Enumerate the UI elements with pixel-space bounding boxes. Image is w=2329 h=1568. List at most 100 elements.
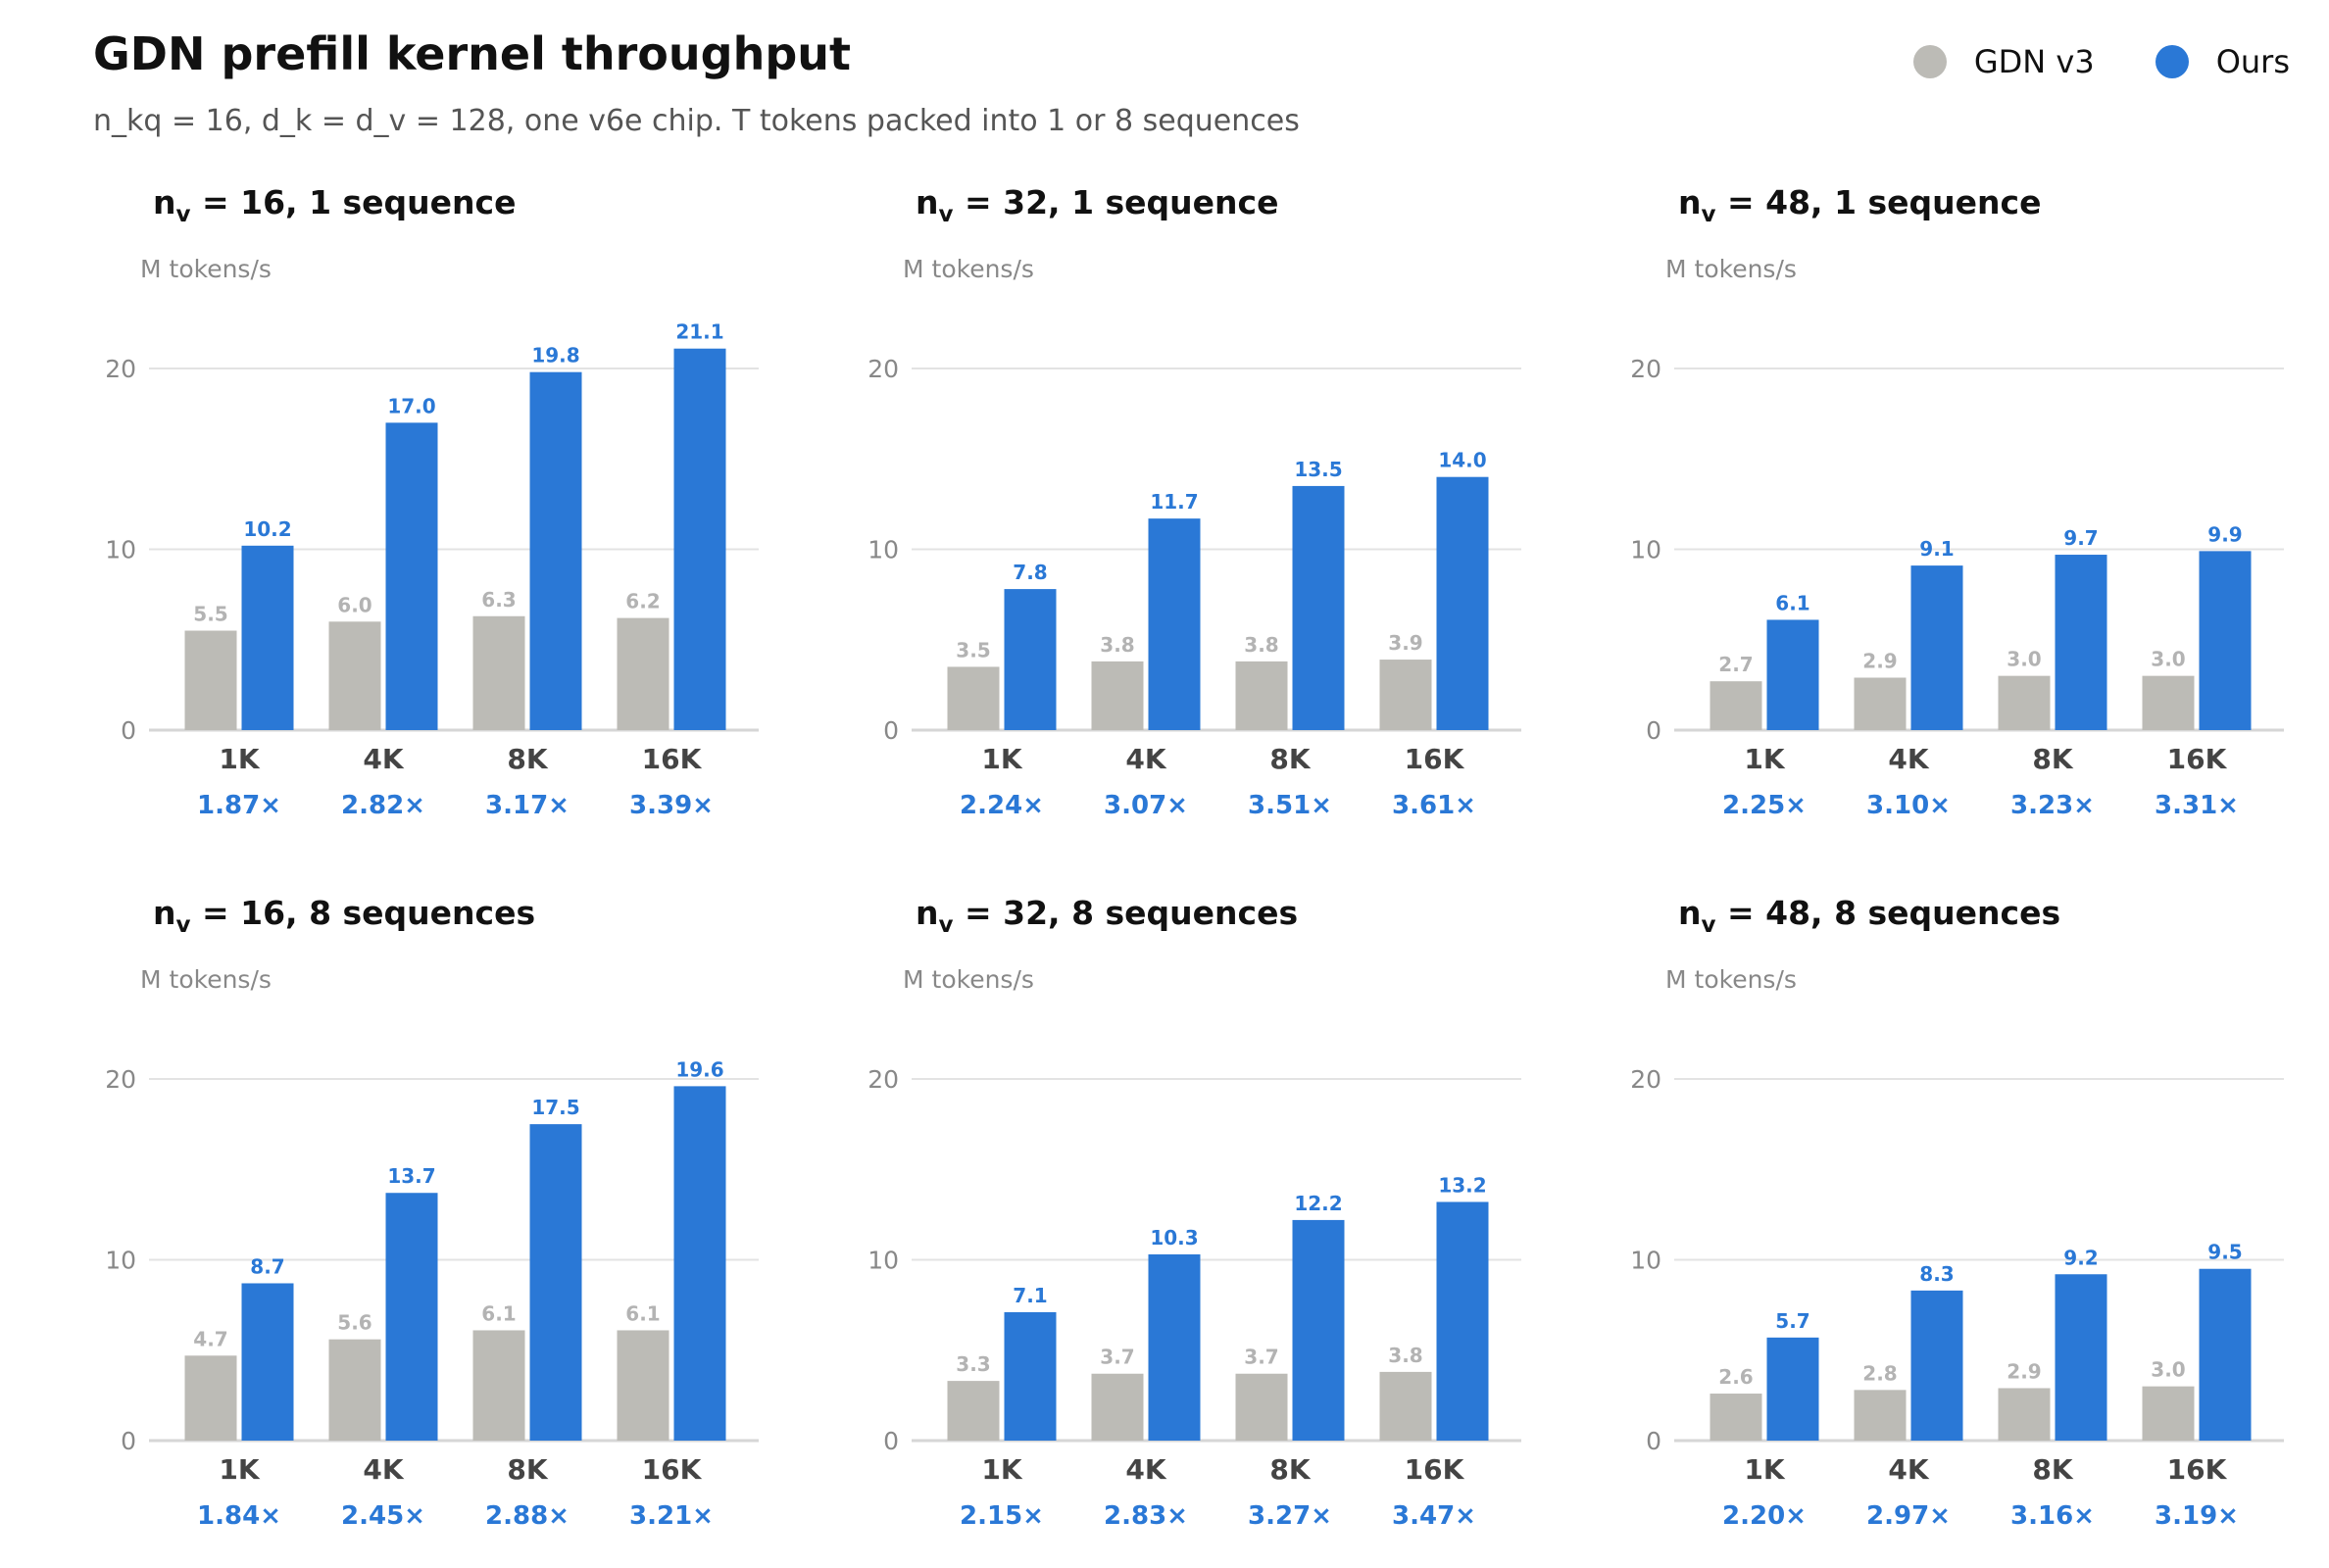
panel-6: nv = 48, 8 sequences M tokens/s 0 10 20 2.6 5.… — [1630, 894, 2284, 1531]
data-label-ours: 9.2 — [2063, 1246, 2098, 1269]
data-label-baseline: 2.9 — [2007, 1359, 2041, 1383]
data-label-ours: 9.9 — [2207, 522, 2242, 546]
data-label-ours: 8.7 — [250, 1254, 284, 1278]
x-tick-label: 8K — [507, 1453, 548, 1486]
panel-2: nv = 32, 1 sequence M tokens/s 0 10 20 3.5 7.8… — [867, 183, 1521, 820]
y-tick-label: 0 — [121, 1427, 136, 1455]
panel-1: nv = 16, 1 sequence M tokens/s 0 10 20 5.5 10.… — [105, 183, 759, 820]
data-label-baseline: 3.8 — [1244, 633, 1278, 657]
panel-title-sub: v — [939, 912, 954, 938]
bar-ours — [1766, 1337, 1819, 1441]
bar-ours — [385, 422, 438, 730]
bar-ours — [2199, 1268, 2252, 1441]
bar-baseline — [1235, 1373, 1288, 1441]
bar-ours — [2199, 551, 2252, 730]
panel-title-post: = 48, 8 sequences — [1716, 894, 2061, 932]
data-label-baseline: 3.3 — [956, 1352, 990, 1376]
y-tick-label: 20 — [867, 355, 899, 383]
y-axis-label: M tokens/s — [903, 965, 1034, 994]
data-label-baseline: 6.1 — [481, 1301, 516, 1325]
panel-title: nv = 32, 8 sequences — [916, 894, 1298, 938]
x-tick-label: 16K — [2167, 1453, 2228, 1486]
bar-baseline — [617, 1330, 669, 1441]
panel-title: nv = 16, 8 sequences — [153, 894, 535, 938]
y-tick-label: 10 — [1630, 1247, 1661, 1275]
speedup-label: 3.21× — [629, 1501, 714, 1531]
y-tick-label: 0 — [883, 716, 899, 745]
legend-item-baseline: GDN v3 — [1912, 43, 2095, 80]
speedup-label: 3.31× — [2155, 791, 2239, 820]
data-label-ours: 8.3 — [1919, 1262, 1954, 1286]
panel-title-pre: n — [153, 894, 176, 932]
panel-title-pre: n — [153, 183, 176, 221]
bar-baseline — [1379, 1371, 1432, 1441]
bar-ours — [1004, 589, 1057, 730]
bar-ours — [529, 1124, 582, 1441]
panel-title-pre: n — [916, 183, 939, 221]
y-tick-label: 20 — [105, 355, 136, 383]
speedup-label: 1.84× — [197, 1501, 281, 1531]
panel-title: nv = 16, 1 sequence — [153, 183, 516, 227]
x-tick-label: 16K — [2167, 743, 2228, 775]
chart-title: GDN prefill kernel throughput — [93, 27, 851, 80]
data-label-baseline: 4.7 — [193, 1327, 227, 1350]
y-axis-label: M tokens/s — [1665, 965, 1797, 994]
bar-baseline — [1998, 675, 2051, 730]
data-label-ours: 13.7 — [387, 1164, 435, 1188]
bar-baseline — [2142, 1386, 2195, 1441]
bar-ours — [529, 371, 582, 730]
data-label-baseline: 3.0 — [2151, 1358, 2185, 1382]
data-label-ours: 19.6 — [675, 1057, 723, 1081]
x-tick-label: 8K — [1269, 1453, 1311, 1486]
x-tick-label: 4K — [363, 1453, 404, 1486]
panel-title-pre: n — [916, 894, 939, 932]
data-label-ours: 5.7 — [1775, 1309, 1809, 1333]
panel-title-sub: v — [176, 912, 191, 938]
speedup-label: 2.83× — [1104, 1501, 1188, 1531]
x-tick-label: 1K — [981, 743, 1022, 775]
data-label-baseline: 2.9 — [1862, 649, 1897, 672]
x-tick-label: 8K — [507, 743, 548, 775]
y-tick-label: 20 — [105, 1065, 136, 1094]
legend-swatch-ours — [2155, 45, 2189, 78]
bar-baseline — [1854, 677, 1907, 730]
bar-ours — [1004, 1312, 1057, 1441]
data-label-baseline: 2.6 — [1718, 1365, 1753, 1389]
bar-baseline — [1235, 661, 1288, 730]
bar-ours — [385, 1193, 438, 1441]
x-tick-label: 4K — [1888, 1453, 1929, 1486]
data-label-ours: 14.0 — [1438, 449, 1486, 472]
data-label-baseline: 3.9 — [1388, 631, 1422, 655]
bar-ours — [1766, 619, 1819, 730]
y-tick-label: 10 — [867, 1247, 899, 1275]
speedup-label: 3.27× — [1248, 1501, 1332, 1531]
x-tick-label: 4K — [1125, 1453, 1166, 1486]
panel-title-post: = 48, 1 sequence — [1716, 183, 2042, 221]
x-tick-label: 8K — [1269, 743, 1311, 775]
data-label-baseline: 6.2 — [625, 590, 660, 613]
bar-baseline — [1998, 1388, 2051, 1441]
x-tick-label: 4K — [1888, 743, 1929, 775]
panel-title: nv = 48, 8 sequences — [1678, 894, 2060, 938]
y-axis-label: M tokens/s — [1665, 255, 1797, 283]
data-label-baseline: 6.3 — [481, 588, 516, 612]
data-label-baseline: 3.7 — [1100, 1346, 1134, 1369]
legend-item-ours: Ours — [2155, 43, 2290, 80]
y-tick-label: 20 — [1630, 1065, 1661, 1094]
bar-baseline — [2142, 675, 2195, 730]
panel-title-sub: v — [1702, 912, 1716, 938]
data-label-baseline: 3.0 — [2151, 648, 2185, 671]
data-label-ours: 9.7 — [2063, 526, 2098, 550]
bar-ours — [241, 1283, 294, 1441]
bar-ours — [1910, 1290, 1963, 1441]
speedup-label: 3.61× — [1392, 791, 1476, 820]
x-tick-label: 1K — [1744, 743, 1785, 775]
y-axis-label: M tokens/s — [140, 965, 272, 994]
data-label-ours: 6.1 — [1775, 591, 1809, 614]
panel-title-post: = 32, 1 sequence — [954, 183, 1279, 221]
data-label-ours: 19.8 — [531, 344, 579, 368]
data-label-baseline: 5.5 — [193, 603, 227, 626]
bar-ours — [1436, 476, 1489, 730]
bar-ours — [2055, 555, 2107, 730]
data-label-baseline: 3.0 — [2007, 648, 2041, 671]
